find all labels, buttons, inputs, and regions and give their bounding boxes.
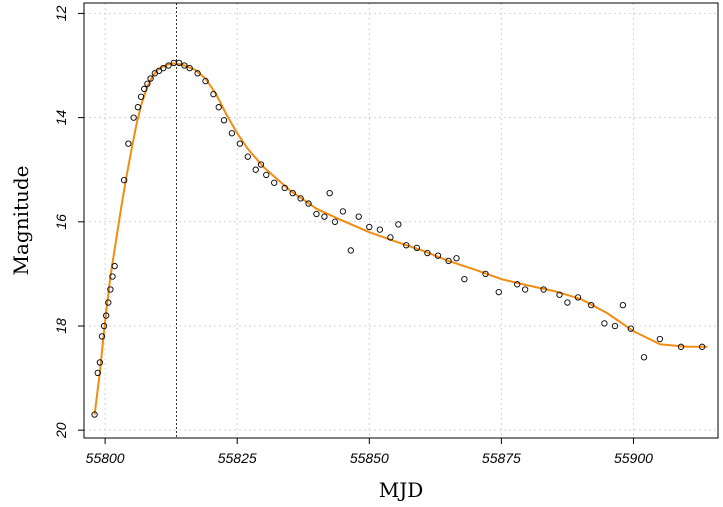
data-point-49 (366, 223, 373, 231)
y-tick-label-4: 20 (53, 422, 69, 439)
data-point-50 (376, 226, 384, 233)
data-point-43 (321, 213, 328, 220)
data-point-68 (588, 302, 595, 309)
data-point-75 (677, 343, 685, 350)
data-point-61 (495, 288, 502, 296)
data-point-42 (313, 210, 320, 218)
data-point-17 (147, 75, 154, 82)
data-point-8 (109, 273, 116, 280)
data-point-21 (165, 62, 172, 69)
data-point-7 (107, 286, 114, 293)
data-point-59 (461, 275, 468, 283)
data-point-41 (305, 200, 312, 207)
y-tick-label-3: 18 (53, 318, 69, 334)
data-point-29 (215, 104, 222, 111)
data-point-12 (130, 114, 137, 121)
data-point-39 (289, 189, 296, 197)
data-point-53 (403, 242, 410, 249)
data-point-62 (514, 281, 521, 288)
data-point-1 (94, 369, 101, 377)
data-point-27 (202, 77, 209, 85)
x-tick-label-2: 55850 (350, 450, 389, 466)
data-point-32 (236, 140, 244, 147)
data-point-63 (522, 286, 529, 293)
x-tick-label-0: 55800 (86, 450, 125, 466)
fit-curve-group (93, 62, 708, 415)
data-point-16 (144, 80, 151, 87)
y-tick-label-1: 14 (53, 110, 69, 126)
data-point-26 (194, 70, 201, 77)
data-point-28 (210, 91, 217, 98)
x-axis: 55800 55825 55850 55875 55900 (86, 438, 653, 466)
data-point-69 (601, 320, 608, 327)
data-point-25 (186, 64, 193, 72)
data-point-57 (445, 257, 452, 265)
data-point-4 (100, 322, 108, 330)
data-point-76 (699, 343, 706, 350)
data-point-73 (640, 354, 648, 361)
data-point-67 (574, 294, 582, 301)
data-point-58 (453, 255, 460, 262)
data-point-65 (556, 291, 563, 298)
data-point-45 (331, 218, 339, 225)
x-axis-title: MJD (379, 478, 424, 502)
data-point-74 (656, 335, 664, 343)
data-point-31 (228, 130, 236, 137)
data-point-52 (395, 221, 402, 228)
data-point-70 (611, 322, 619, 330)
data-point-44 (326, 189, 333, 197)
data-point-13 (134, 104, 142, 111)
fit-curve (93, 62, 708, 415)
data-point-47 (347, 247, 354, 254)
data-point-20 (160, 64, 167, 72)
data-point-48 (355, 213, 362, 220)
data-point-33 (244, 153, 251, 160)
y-axis: 12 14 16 18 20 (53, 5, 84, 439)
data-point-40 (297, 195, 304, 202)
data-point-35 (257, 161, 265, 168)
data-point-71 (619, 302, 627, 309)
x-tick-label-4: 55900 (614, 450, 653, 466)
data-point-36 (263, 171, 270, 179)
x-tick-label-3: 55875 (482, 450, 521, 466)
data-point-64 (540, 286, 547, 293)
data-point-54 (413, 244, 420, 252)
data-point-15 (141, 85, 148, 93)
data-point-24 (181, 62, 188, 69)
data-point-0 (91, 411, 98, 418)
data-point-9 (111, 262, 118, 270)
data-point-66 (564, 299, 571, 306)
data-point-37 (271, 179, 278, 186)
plot-frame (83, 2, 719, 439)
y-tick-label-0: 12 (53, 5, 69, 21)
data-point-30 (220, 117, 228, 124)
data-points-group (91, 59, 706, 418)
data-point-14 (137, 93, 145, 100)
data-point-6 (105, 299, 112, 306)
y-tick-label-2: 16 (53, 214, 69, 230)
data-point-5 (103, 312, 110, 319)
grid-lines (84, 3, 718, 438)
data-point-34 (252, 166, 259, 173)
data-point-51 (387, 234, 394, 241)
data-point-46 (339, 208, 347, 215)
data-point-72 (627, 325, 634, 332)
data-point-23 (175, 59, 183, 67)
data-point-3 (98, 333, 106, 340)
data-point-2 (96, 359, 104, 366)
data-point-56 (434, 252, 442, 259)
data-point-38 (281, 184, 288, 192)
x-tick-label-1: 55825 (218, 450, 257, 466)
data-point-60 (482, 270, 489, 278)
data-point-55 (424, 249, 431, 257)
y-axis-title: Magnitude (9, 165, 33, 275)
data-point-11 (125, 140, 132, 147)
data-point-10 (121, 176, 128, 184)
